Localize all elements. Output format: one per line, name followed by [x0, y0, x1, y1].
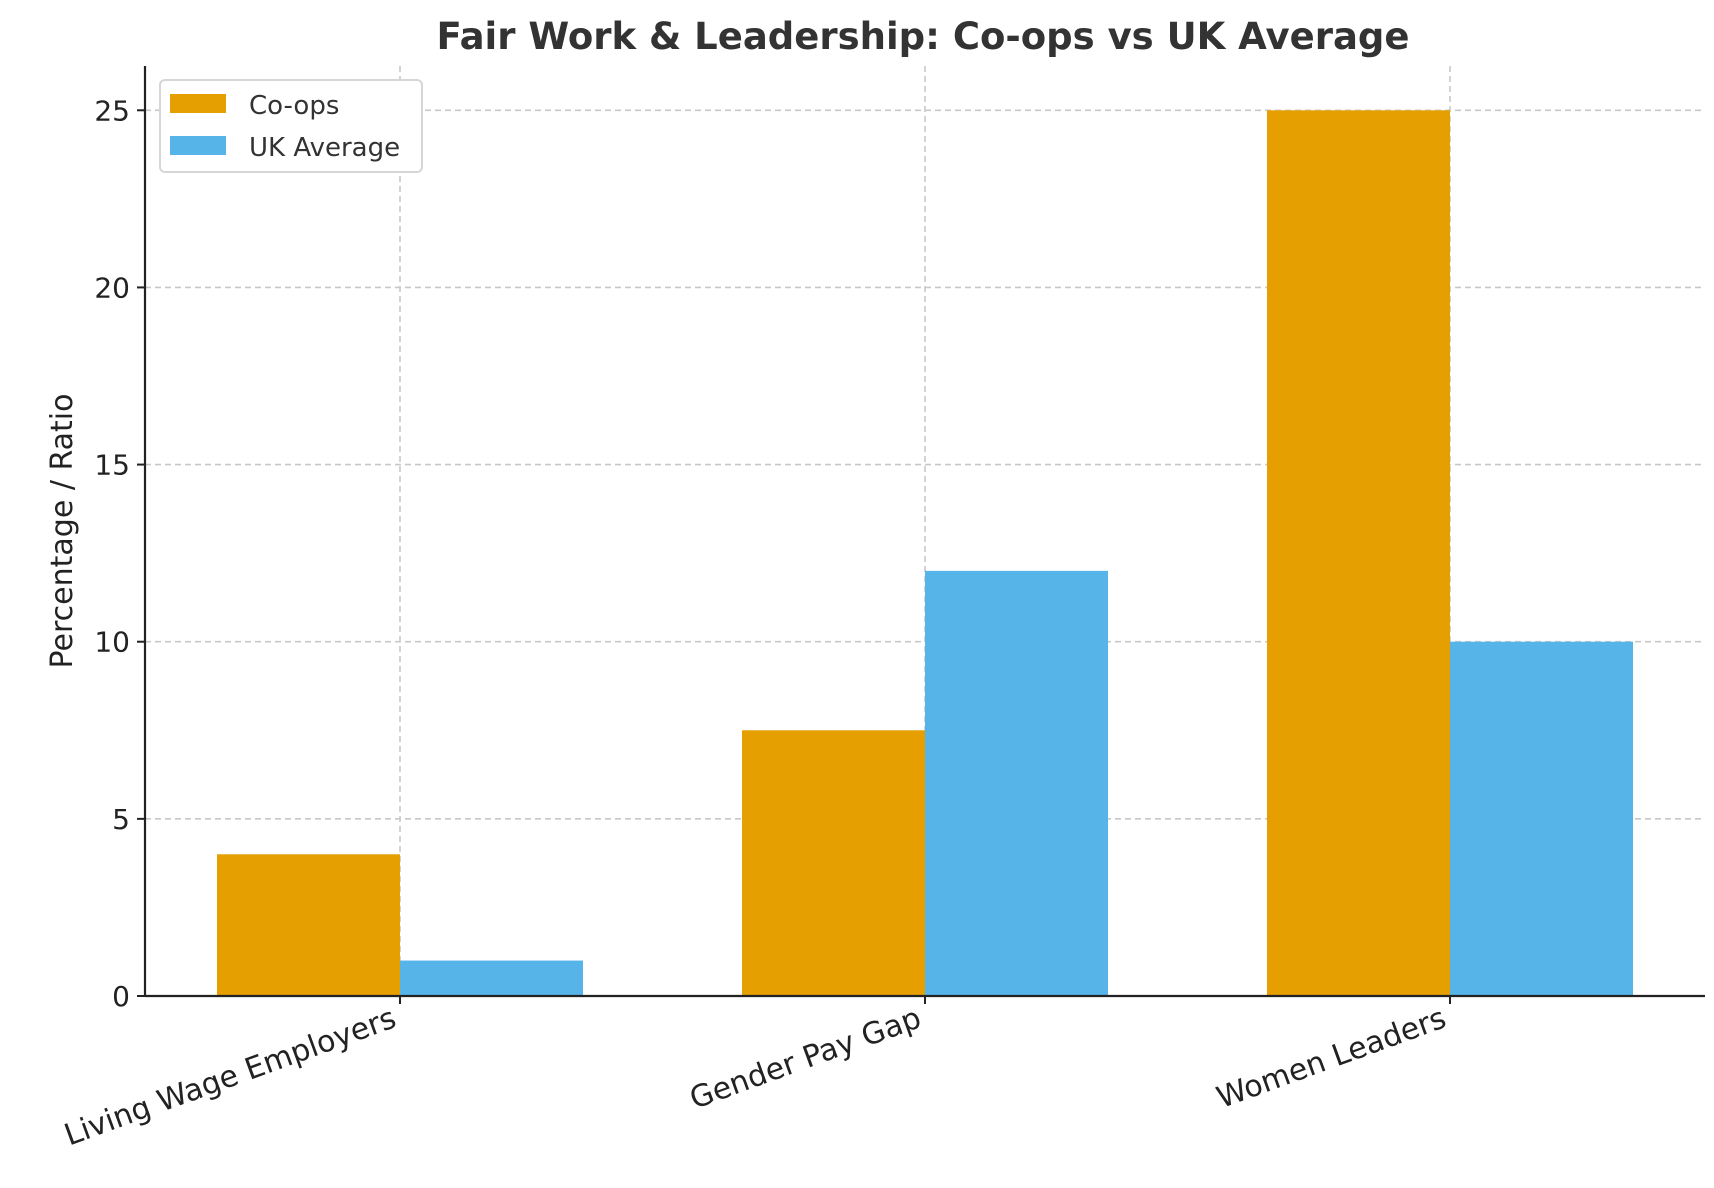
legend-swatch-coops	[170, 94, 226, 113]
y-axis-title: Percentage / Ratio	[45, 394, 80, 669]
y-tick-label-5: 5	[112, 803, 130, 836]
legend-label-coops: Co-ops	[249, 91, 339, 121]
bar-co-ops-0	[217, 854, 400, 996]
bar-uk-average-1	[925, 570, 1108, 996]
bar-co-ops-1	[742, 730, 925, 996]
chart-title: Fair Work & Leadership: Co-ops vs UK Ave…	[436, 15, 1409, 58]
bar-uk-average-2	[1450, 641, 1633, 996]
y-tick-label-15: 15	[94, 449, 130, 482]
x-tick-label-0: Living Wage Employers	[60, 1001, 401, 1154]
y-tick-label-10: 10	[94, 626, 130, 659]
legend: Co-ops UK Average	[159, 79, 423, 173]
legend-label-uk-average: UK Average	[249, 133, 400, 163]
y-tick-label-20: 20	[94, 271, 130, 304]
bar-layer	[217, 110, 1633, 997]
x-tick-label-2: Women Leaders	[1212, 1001, 1450, 1116]
y-tick-label-0: 0	[112, 980, 130, 1013]
y-tick-label-25: 25	[94, 94, 130, 127]
bar-uk-average-0	[400, 960, 583, 996]
legend-swatch-uk-average	[170, 136, 226, 155]
bar-co-ops-2	[1267, 110, 1450, 997]
x-tick-label-1: Gender Pay Gap	[685, 1001, 925, 1117]
